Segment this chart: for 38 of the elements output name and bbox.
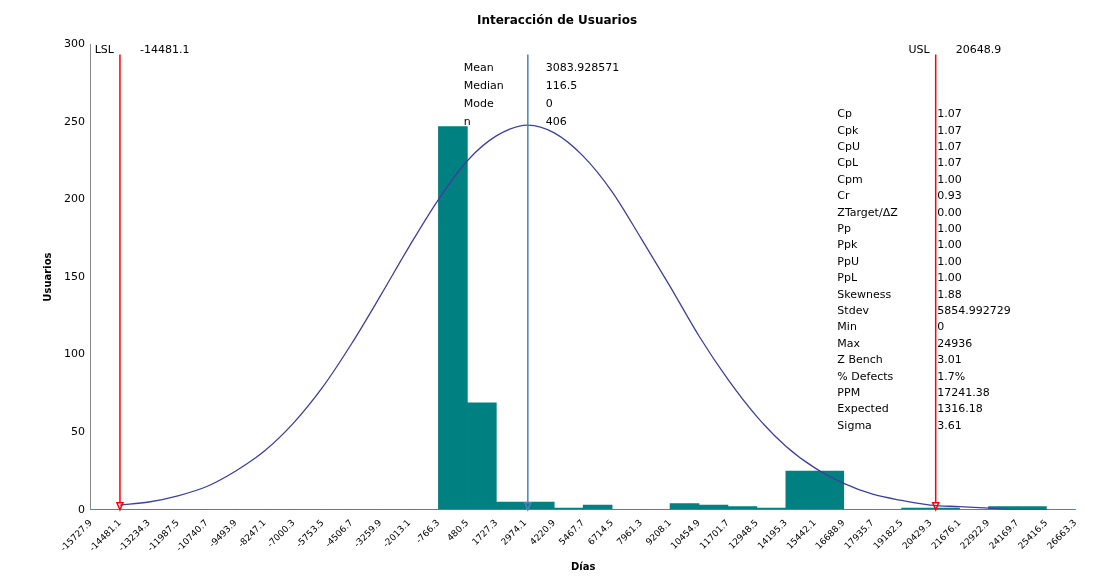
text: Mode 0 — [463, 97, 553, 111]
text: Expected 1316.18 — [837, 402, 983, 416]
y-tick-label: 300 — [64, 37, 85, 51]
text: Sigma 3.61 — [837, 418, 962, 432]
annotation: 20648.9 — [955, 43, 1002, 57]
text: Min 0 — [837, 320, 945, 334]
ref-line-label: LSL — [94, 43, 115, 57]
text: % Defects 1.7% — [837, 369, 966, 383]
text: Cp 1.07 — [837, 107, 962, 121]
text: Ppk 1.00 — [837, 238, 962, 252]
y-tick-label: 150 — [64, 269, 85, 283]
text: Skewness 1.88 — [837, 287, 962, 301]
text: Cpm 1.00 — [837, 172, 962, 186]
text: Pp 1.00 — [837, 222, 962, 236]
text: Mean 3083.928571 — [463, 61, 620, 75]
y-axis-title: Usuarios — [41, 252, 53, 302]
text: CpU 1.07 — [837, 140, 962, 154]
text: CpL 1.07 — [837, 156, 962, 170]
text: PpL 1.00 — [837, 271, 962, 285]
y-tick-label: 50 — [71, 425, 85, 439]
y-tick-label: 200 — [64, 192, 85, 206]
annotation: -14481.1 — [139, 43, 190, 57]
text: Z Bench 3.01 — [837, 353, 962, 367]
text: PpU 1.00 — [837, 254, 962, 268]
text: Cr 0.93 — [837, 189, 962, 203]
x-axis-title: Días — [570, 560, 596, 572]
text: Median 116.5 — [463, 79, 578, 93]
chart-title: Interacción de Usuarios — [476, 13, 638, 28]
text: Stdev 5854.992729 — [837, 304, 1011, 318]
text: Cpk 1.07 — [837, 123, 962, 137]
text: n 406 — [463, 115, 567, 129]
y-tick-label: 250 — [64, 114, 85, 128]
text: ZTarget/ΔZ 0.00 — [837, 205, 962, 219]
ref-line-label: USL — [908, 43, 931, 57]
text: Max 24936 — [837, 336, 973, 350]
y-tick-label: 0 — [78, 502, 85, 516]
text: PPM 17241.38 — [837, 386, 990, 400]
y-tick-label: 100 — [64, 347, 85, 361]
